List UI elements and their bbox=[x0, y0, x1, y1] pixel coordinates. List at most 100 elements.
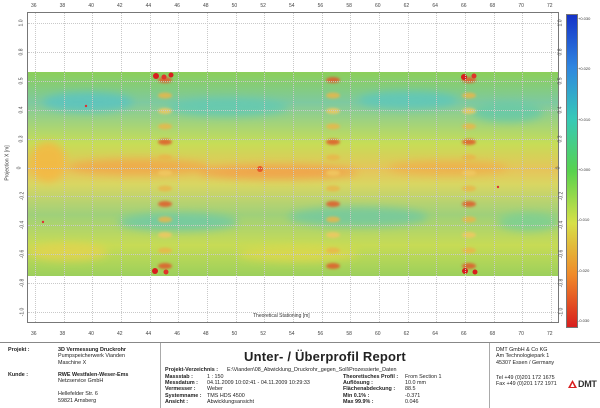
client-label: Kunde : bbox=[8, 372, 29, 378]
x-tick-label: 72 bbox=[547, 3, 553, 9]
report-title: Unter- / Überprofil Report bbox=[244, 349, 406, 364]
x-tick-label: 64 bbox=[432, 331, 438, 337]
project-line: Maschine X bbox=[58, 359, 87, 366]
x-tick-label: 60 bbox=[375, 3, 381, 9]
x-tick-label: 42 bbox=[117, 331, 123, 337]
x-tick-label: 42 bbox=[117, 3, 123, 9]
directory-label: Projekt-Verzeichnis : bbox=[165, 367, 219, 373]
directory-value: E:\Vianden\08_Abwicklung_Druckrohr_gegen… bbox=[227, 367, 397, 373]
x-tick-label: 68 bbox=[489, 331, 496, 337]
y-tick-label: -0.2 bbox=[558, 192, 565, 201]
color-scale-label: -0.010 bbox=[578, 217, 590, 223]
y-tick-label: -1.0 bbox=[19, 307, 26, 317]
meta-key: Auflösung : bbox=[343, 380, 373, 387]
x-tick-label: 62 bbox=[403, 3, 410, 9]
grid-line-horizontal bbox=[28, 23, 558, 24]
meta-value: TMS HDS 4500 bbox=[207, 392, 245, 399]
color-scale-label: +0.030 bbox=[578, 16, 591, 21]
y-tick-label: 0.5 bbox=[557, 77, 564, 85]
x-tick-label: 54 bbox=[289, 3, 295, 9]
seam-ring bbox=[326, 170, 340, 176]
grid-line-horizontal bbox=[28, 80, 558, 82]
company-line: 45307 Essen / Germany bbox=[496, 359, 555, 366]
seam-ring bbox=[326, 201, 340, 207]
y-tick-label: -0.4 bbox=[558, 220, 565, 230]
grid-line-horizontal bbox=[28, 51, 558, 53]
grid-line-horizontal bbox=[28, 283, 558, 285]
meta-key: Theoretisches Profil : bbox=[343, 374, 399, 380]
meta-key: Massstab : bbox=[165, 374, 193, 380]
x-tick-label: 46 bbox=[174, 3, 180, 9]
x-axis-label: Theoretical Stationing [m] bbox=[253, 313, 310, 319]
seam-ring bbox=[158, 123, 172, 130]
x-tick-label: 38 bbox=[59, 3, 66, 9]
seam-ring bbox=[326, 139, 340, 145]
seam-ring bbox=[158, 247, 172, 254]
x-tick-label: 58 bbox=[346, 331, 352, 337]
x-tick-label: 36 bbox=[31, 3, 37, 9]
seam-ring bbox=[326, 154, 340, 161]
client-line: 59821 Arnsberg bbox=[58, 397, 97, 404]
dmt-logo-mark-icon bbox=[568, 380, 577, 388]
grid-line-horizontal bbox=[28, 225, 558, 227]
y-tick-label: 0.3 bbox=[18, 135, 25, 143]
x-tick-label: 56 bbox=[317, 3, 324, 9]
x-tick-label: 52 bbox=[260, 3, 266, 9]
deviation-map-plot: Theoretical Stationing [m] bbox=[27, 12, 559, 323]
phone-number: Tel +49 (0)201 172 1675 bbox=[496, 375, 555, 381]
meta-value: Weber bbox=[207, 386, 223, 393]
x-tick-label: 52 bbox=[260, 331, 266, 337]
color-scale-label: -0.030 bbox=[578, 318, 590, 323]
meta-value: From Section 1 bbox=[405, 374, 442, 380]
grid-line-horizontal bbox=[28, 196, 558, 198]
color-scale-label: +0.000 bbox=[578, 167, 591, 172]
y-tick-label: 0.8 bbox=[18, 48, 25, 56]
color-scale-label: +0.010 bbox=[578, 116, 591, 122]
x-tick-label: 56 bbox=[317, 331, 324, 337]
meta-key: Vermesser : bbox=[165, 386, 196, 393]
project-block: Projekt : 3D Vermessung Druckrohr Pumpsp… bbox=[0, 343, 161, 408]
seam-ring bbox=[158, 216, 172, 223]
x-tick-label: 50 bbox=[231, 331, 238, 337]
seam-ring bbox=[158, 108, 172, 114]
x-tick-label: 48 bbox=[203, 3, 209, 9]
company-line: DMT GmbH & Co KG bbox=[496, 347, 548, 353]
x-tick-label: 70 bbox=[518, 331, 524, 337]
report-footer: Projekt : 3D Vermessung Druckrohr Pumpsp… bbox=[0, 342, 600, 408]
y-tick-label: 0.4 bbox=[18, 106, 25, 114]
grid-line-horizontal bbox=[28, 167, 558, 169]
x-tick-label: 36 bbox=[31, 331, 37, 337]
meta-key: Systemname : bbox=[165, 392, 202, 399]
y-axis-label: Projection X [m] bbox=[4, 145, 11, 181]
meta-key: Max 99.9% : bbox=[343, 398, 374, 405]
seam-ring bbox=[326, 247, 340, 254]
y-tick-label: 0.8 bbox=[557, 48, 564, 56]
x-tick-label: 46 bbox=[174, 331, 180, 337]
x-tick-label: 40 bbox=[88, 331, 94, 337]
meta-value: 10.0 mm bbox=[405, 380, 426, 387]
seam-ring bbox=[158, 201, 172, 207]
x-tick-label: 40 bbox=[88, 3, 94, 9]
seam-ring bbox=[158, 232, 172, 238]
y-tick-label: -1.0 bbox=[558, 307, 565, 317]
project-line: 3D Vermessung Druckrohr bbox=[58, 347, 127, 353]
meta-value: Abwicklungsansicht bbox=[207, 398, 255, 405]
grid-line-horizontal bbox=[28, 138, 558, 140]
seam-ring bbox=[158, 263, 172, 269]
y-tick-label: -0.8 bbox=[19, 278, 26, 288]
meta-value: -0.371 bbox=[405, 392, 421, 399]
x-tick-label: 44 bbox=[145, 331, 152, 337]
y-tick-label: -0.6 bbox=[19, 249, 26, 259]
seam-ring bbox=[326, 232, 340, 238]
meta-value: 88.5 bbox=[405, 386, 416, 393]
meta-value: 1 : 150 bbox=[207, 374, 224, 380]
seam-ring bbox=[158, 139, 172, 145]
client-line: Hellefelder Str. 6 bbox=[58, 391, 98, 398]
seam-ring bbox=[326, 108, 340, 114]
seam-ring bbox=[158, 92, 172, 99]
seam-ring bbox=[158, 170, 172, 176]
seam-ring bbox=[326, 216, 340, 223]
client-line: Netzservice GmbH bbox=[58, 378, 104, 385]
x-tick-label: 72 bbox=[547, 331, 553, 337]
company-line: Am Technologiepark 1 bbox=[496, 353, 550, 360]
